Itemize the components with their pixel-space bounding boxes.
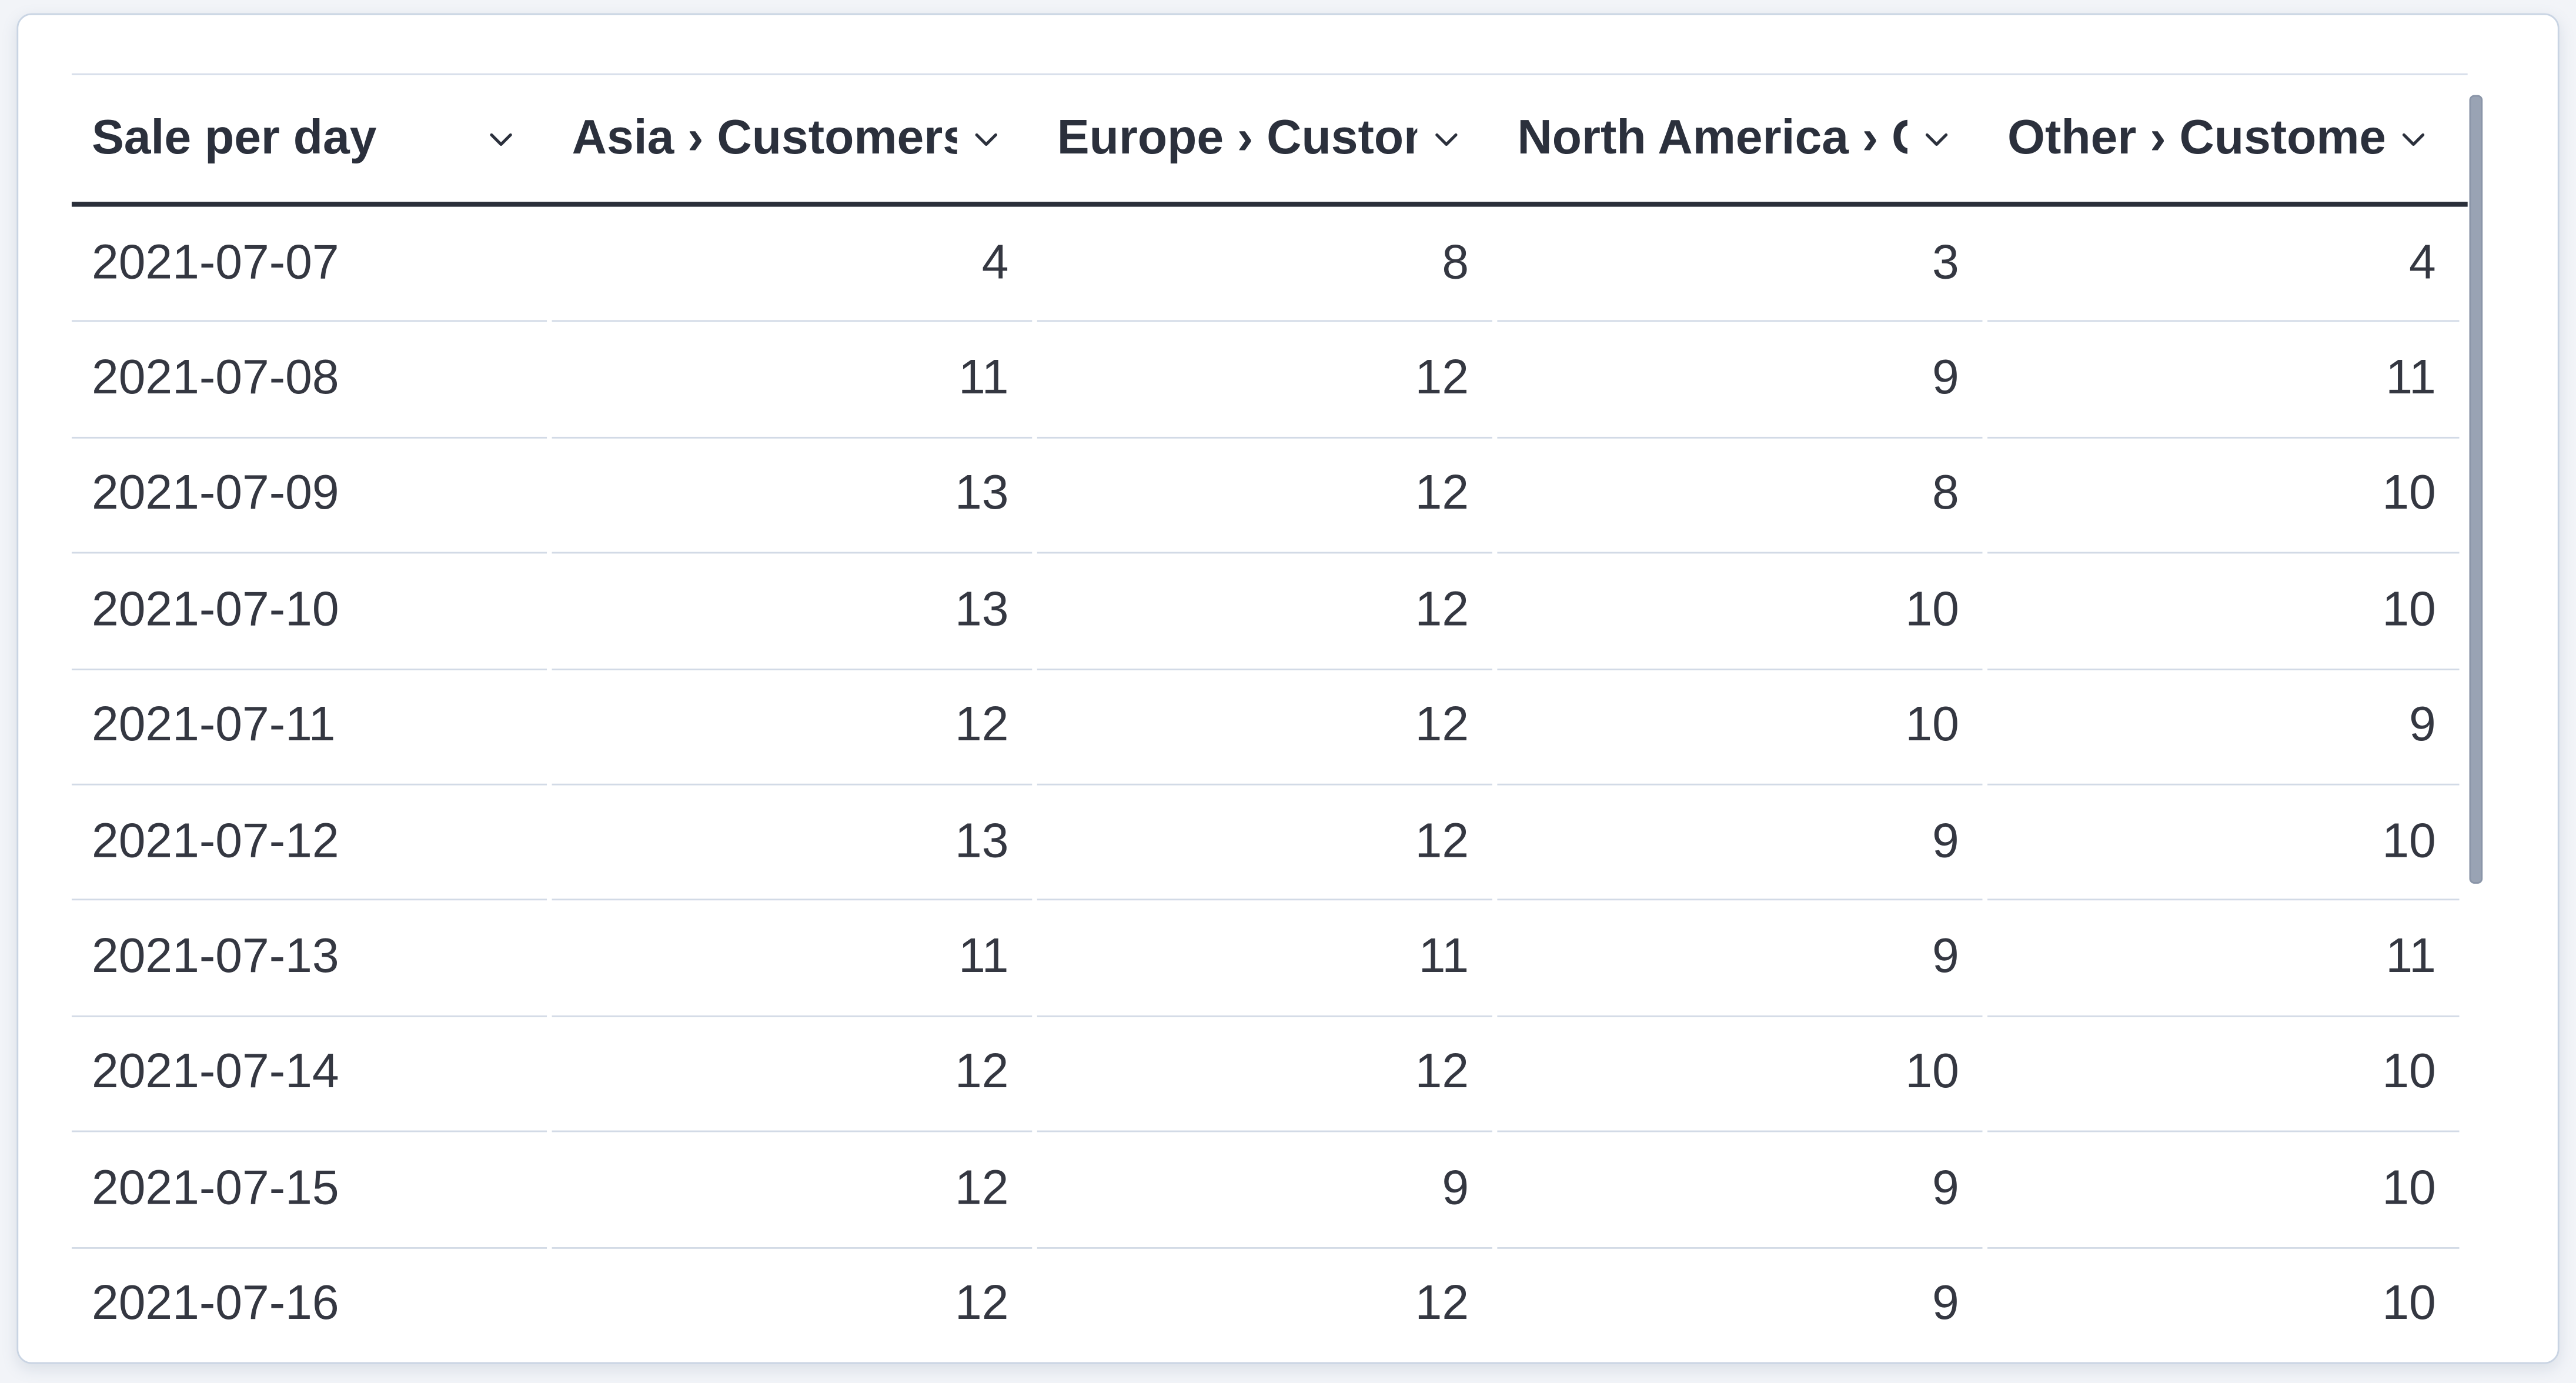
table-row: 2021-07-09 13 12 8 10 [71,438,2468,554]
cell-value: 12 [1037,785,1492,901]
column-header-north-america-customers[interactable]: North America › Customers [1497,75,1982,202]
table-row: 2021-07-13 11 11 9 11 [71,901,2468,1017]
cell-value: 11 [552,322,1033,439]
cell-date: 2021-07-16 [71,1248,547,1362]
cell-date: 2021-07-07 [71,207,547,323]
cell-date: 2021-07-13 [71,901,547,1017]
cell-value: 10 [1497,1017,1983,1133]
table-row: 2021-07-07 4 8 3 4 [71,207,2468,323]
cell-date: 2021-07-09 [71,438,547,554]
cell-value: 12 [1037,554,1492,670]
cell-value: 10 [1987,438,2460,554]
table-row: 2021-07-11 12 12 10 9 [71,670,2468,786]
vertical-scrollbar[interactable] [2468,75,2484,1352]
cell-value: 11 [552,901,1033,1017]
column-header-label: North America › Customers [1517,111,1907,165]
column-header-label: Other › Customers [2007,111,2384,165]
cell-date: 2021-07-12 [71,785,547,901]
table-row: 2021-07-12 13 12 9 10 [71,785,2468,901]
cell-value: 4 [1987,207,2460,323]
table-row: 2021-07-14 12 12 10 10 [71,1017,2468,1133]
cell-value: 9 [1497,1133,1983,1248]
chevron-down-icon[interactable] [1417,122,1462,154]
cell-value: 10 [1987,554,2460,670]
cell-value: 12 [1037,1248,1492,1362]
cell-date: 2021-07-10 [71,554,547,670]
column-header-sale-per-day[interactable]: Sale per day [72,75,547,202]
table-row: 2021-07-15 12 9 9 10 [71,1133,2468,1248]
cell-value: 4 [552,207,1033,323]
column-header-asia-customers[interactable]: Asia › Customers [552,75,1033,202]
chevron-down-icon[interactable] [1907,122,1953,154]
cell-value: 11 [1037,901,1492,1017]
cell-value: 12 [552,1017,1033,1133]
cell-value: 12 [1037,1017,1492,1133]
cell-value: 12 [1037,322,1492,439]
cell-value: 10 [1497,670,1983,786]
cell-value: 10 [1987,1248,2460,1362]
cell-value: 12 [1037,670,1492,786]
cell-value: 8 [1037,207,1492,323]
chevron-down-icon[interactable] [957,122,1003,154]
data-grid: Sale per day Asia › Customers Europe › C… [71,73,2468,1362]
cell-value: 8 [1497,438,1983,554]
cell-value: 11 [1987,322,2460,439]
cell-value: 9 [1987,670,2460,786]
cell-value: 9 [1497,785,1983,901]
scrollbar-thumb[interactable] [2469,95,2483,884]
cell-date: 2021-07-08 [71,322,547,439]
cell-value: 10 [1987,1133,2460,1248]
cell-value: 12 [552,1133,1033,1248]
table-row: 2021-07-10 13 12 10 10 [71,554,2468,670]
cell-value: 13 [552,554,1033,670]
column-header-label: Sale per day [91,111,377,165]
column-header-europe-customers[interactable]: Europe › Customers [1037,75,1492,202]
cell-value: 11 [1987,901,2460,1017]
cell-value: 12 [1037,438,1492,554]
chevron-down-icon[interactable] [472,122,517,154]
table-row: 2021-07-16 12 12 9 10 [71,1248,2468,1362]
cell-value: 9 [1497,901,1983,1017]
cell-value: 9 [1497,1248,1983,1362]
column-header-label: Asia › Customers [572,111,957,165]
cell-date: 2021-07-11 [71,670,547,786]
column-header-other-customers[interactable]: Other › Customers [1987,75,2459,202]
cell-value: 12 [552,670,1033,786]
cell-value: 9 [1037,1133,1492,1248]
column-header-label: Europe › Customers [1057,111,1417,165]
cell-value: 9 [1497,322,1983,439]
cell-date: 2021-07-15 [71,1133,547,1248]
table-row: 2021-07-08 11 12 9 11 [71,322,2468,439]
cell-value: 10 [1987,1017,2460,1133]
cell-value: 13 [552,438,1033,554]
cell-value: 10 [1497,554,1983,670]
cell-value: 3 [1497,207,1983,323]
cell-date: 2021-07-14 [71,1017,547,1133]
chevron-down-icon[interactable] [2384,122,2430,154]
cell-value: 13 [552,785,1033,901]
cell-value: 12 [552,1248,1033,1362]
table-header-row: Sale per day Asia › Customers Europe › C… [71,73,2468,207]
table-panel: Sale per day Asia › Customers Europe › C… [16,13,2560,1364]
cell-value: 10 [1987,785,2460,901]
